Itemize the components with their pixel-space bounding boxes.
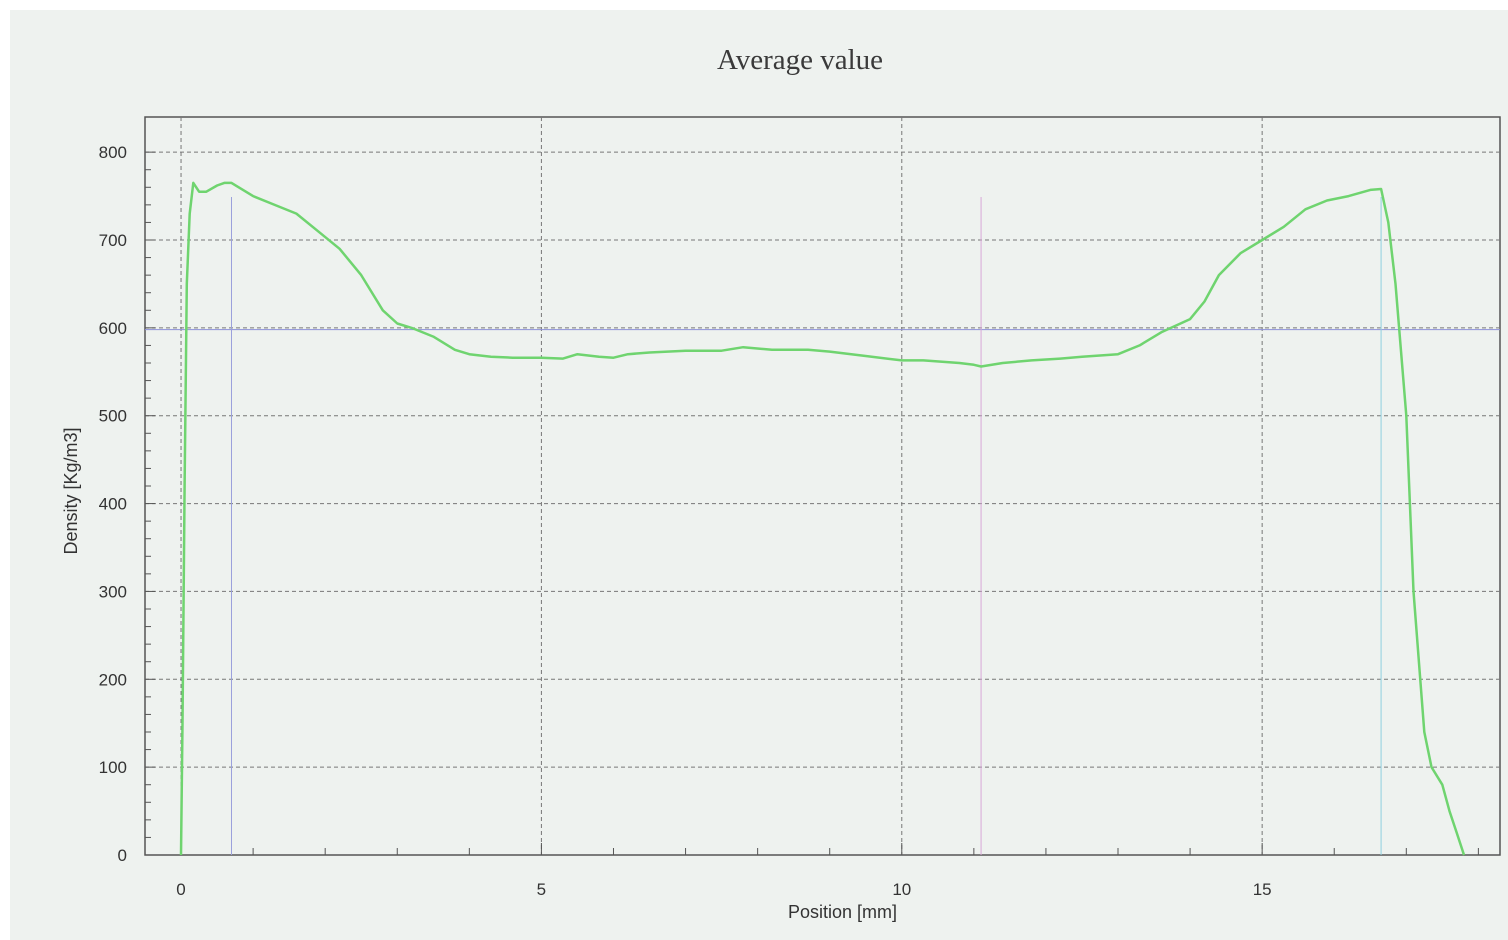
y-tick-label: 800: [99, 143, 127, 162]
density-profile-line: [179, 181, 1466, 856]
x-tick-label: 10: [892, 880, 911, 899]
chart-title: Average value: [716, 44, 884, 76]
x-axis-title: Position [mm]: [788, 902, 897, 922]
x-tick-label: 15: [1253, 880, 1272, 899]
y-tick-label: 600: [99, 319, 127, 338]
y-tick-label: 200: [99, 670, 127, 689]
y-tick-label: 400: [99, 495, 127, 514]
plot-frame: [144, 116, 1501, 856]
chart-sheet: [10, 10, 1508, 940]
y-tick-label: 0: [118, 846, 127, 865]
y-axis-title: Density [Kg/m3]: [61, 427, 81, 554]
y-tick-label: 500: [99, 407, 127, 426]
y-tick-label: 300: [99, 582, 127, 601]
x-tick-label: 0: [176, 880, 185, 899]
x-tick-label: 5: [537, 880, 546, 899]
y-tick-label: 100: [99, 758, 127, 777]
y-tick-label: 700: [99, 231, 127, 250]
